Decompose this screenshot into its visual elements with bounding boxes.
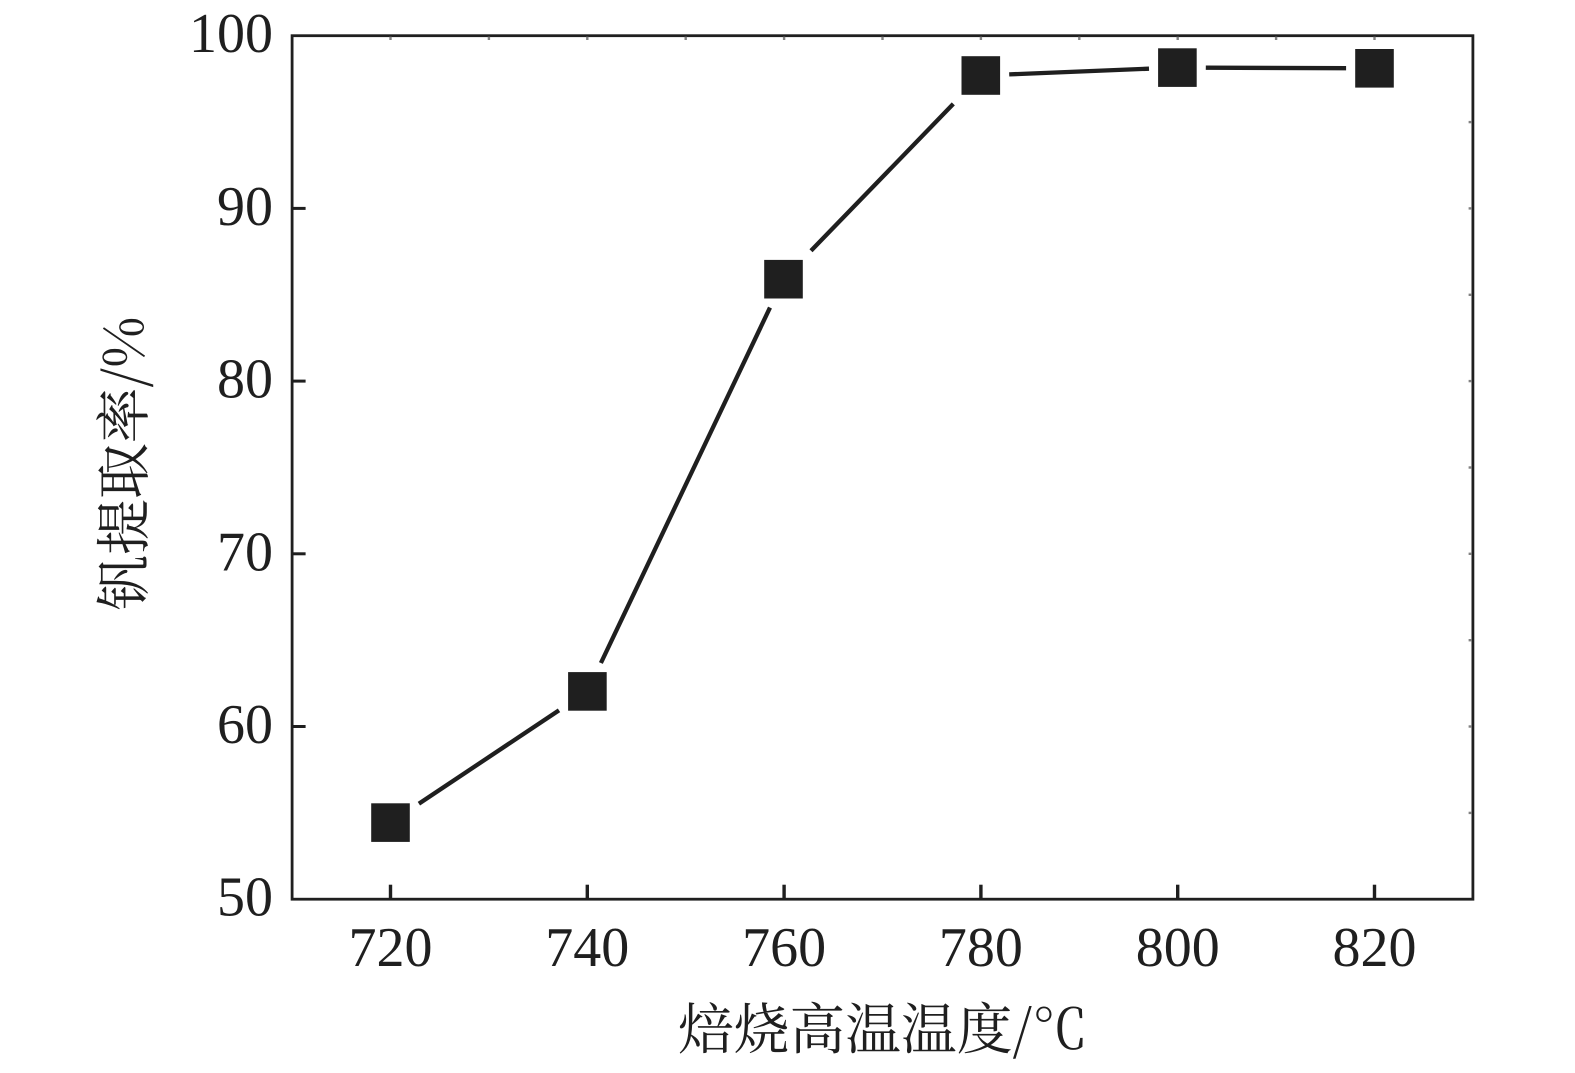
svg-text:820: 820 xyxy=(1333,917,1417,979)
svg-text:720: 720 xyxy=(349,917,433,979)
svg-text:70: 70 xyxy=(217,521,273,583)
svg-text:60: 60 xyxy=(217,694,273,756)
svg-text:740: 740 xyxy=(545,917,629,979)
svg-text:760: 760 xyxy=(742,917,826,979)
svg-text:80: 80 xyxy=(217,349,273,411)
svg-text:780: 780 xyxy=(939,917,1023,979)
svg-text:90: 90 xyxy=(217,176,273,238)
svg-text:50: 50 xyxy=(217,867,273,929)
svg-text:100: 100 xyxy=(189,3,273,65)
svg-text:800: 800 xyxy=(1136,917,1220,979)
